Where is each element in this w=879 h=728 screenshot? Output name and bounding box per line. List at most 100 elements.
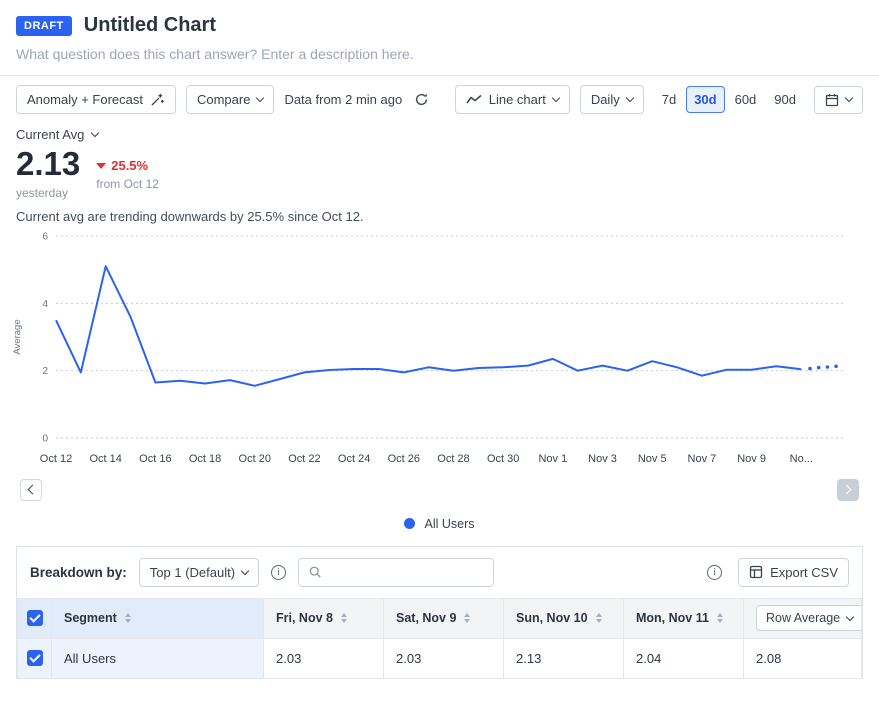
sort-icon[interactable] — [464, 613, 471, 624]
svg-text:Nov 3: Nov 3 — [588, 453, 617, 465]
chevron-down-icon — [256, 93, 265, 103]
info-icon[interactable] — [271, 564, 287, 580]
column-header-2[interactable]: Sat, Nov 9 — [383, 597, 504, 639]
svg-text:Average: Average — [12, 319, 23, 354]
line-chart-svg[interactable]: 0 2 4 6 Oct 12 Oct 14 Oct 16 Oct 18 Oct 20 Oct 22… — [8, 226, 864, 474]
refresh-icon — [416, 93, 428, 106]
chart-type-dropdown[interactable]: Line chart — [454, 85, 570, 114]
pan-left-button[interactable] — [20, 478, 42, 501]
page-title[interactable]: Untitled Chart — [83, 14, 216, 36]
sort-icon[interactable] — [124, 613, 131, 624]
range-button-7d[interactable]: 7d — [654, 86, 684, 113]
range-group: 7d 30d 60d 90d — [654, 86, 804, 113]
chevron-left-icon — [27, 484, 38, 495]
svg-text:Oct 28: Oct 28 — [437, 453, 469, 465]
table-row: All Users 2.03 2.03 2.13 2.04 2.08 — [17, 637, 862, 679]
series-color-dot — [404, 518, 416, 530]
range-button-90d[interactable]: 90d — [766, 86, 804, 113]
sort-icon[interactable] — [340, 613, 347, 624]
svg-text:Oct 20: Oct 20 — [239, 453, 271, 465]
chevron-down-icon — [844, 93, 854, 103]
svg-text:Oct 22: Oct 22 — [288, 453, 320, 465]
breakdown-section: Breakdown by: Top 1 (Default) Export CSV — [16, 545, 863, 679]
svg-text:Oct 12: Oct 12 — [40, 453, 72, 465]
sort-icon[interactable] — [595, 613, 602, 624]
table-body: All Users 2.03 2.03 2.13 2.04 2.08 — [17, 637, 862, 679]
row-average-dropdown[interactable]: Row Average — [756, 605, 861, 632]
toolbar-right: Line chart Daily 7d 30d 60d 90d — [454, 85, 863, 114]
svg-text:No...: No... — [790, 453, 813, 465]
column-header-segment[interactable]: Segment — [51, 597, 264, 639]
svg-text:Nov 5: Nov 5 — [638, 453, 667, 465]
svg-text:Nov 7: Nov 7 — [688, 453, 717, 465]
insight-text: Current avg are trending downwards by 25… — [16, 208, 364, 224]
calendar-icon — [825, 93, 839, 106]
svg-text:Oct 14: Oct 14 — [89, 453, 121, 465]
column-header-4[interactable]: Mon, Nov 11 — [623, 597, 744, 639]
export-csv-button[interactable]: Export CSV — [738, 557, 849, 587]
svg-text:4: 4 — [42, 298, 48, 309]
row-checkbox[interactable] — [26, 650, 43, 667]
description-placeholder[interactable]: What question does this chart answer? En… — [16, 46, 414, 62]
breakdown-label: Breakdown by: — [30, 564, 127, 580]
value-cell: 2.03 — [263, 637, 384, 679]
svg-text:Nov 9: Nov 9 — [737, 453, 766, 465]
compare-dropdown[interactable]: Compare — [185, 85, 275, 114]
legend-item[interactable]: All Users — [404, 516, 475, 531]
chart-editor-page: DRAFT Untitled Chart What question does … — [0, 0, 879, 679]
granularity-dropdown[interactable]: Daily — [579, 85, 644, 114]
chart-area: 0 2 4 6 Oct 12 Oct 14 Oct 16 Oct 18 Oct 20 Oct 22… — [8, 226, 871, 477]
header: DRAFT Untitled Chart What question does … — [0, 0, 879, 62]
svg-text:0: 0 — [42, 433, 48, 444]
export-table-icon — [749, 565, 763, 579]
segment-search[interactable] — [298, 557, 495, 587]
line-chart-icon — [466, 94, 482, 104]
chevron-down-icon — [845, 612, 855, 621]
row-select-cell — [17, 637, 52, 679]
svg-text:Nov 1: Nov 1 — [538, 453, 567, 465]
metric-summary: 2.13 yesterday 25.5% from Oct 12 — [0, 142, 879, 200]
chevron-right-icon — [841, 484, 852, 495]
segment-cell[interactable]: All Users — [51, 637, 264, 679]
anomaly-forecast-button[interactable]: Anomaly + Forecast — [16, 85, 176, 114]
value-cell: 2.13 — [503, 637, 624, 679]
range-button-60d[interactable]: 60d — [727, 86, 765, 113]
breakdown-controls: Breakdown by: Top 1 (Default) Export CSV — [17, 547, 862, 598]
svg-text:6: 6 — [42, 231, 48, 242]
chevron-down-icon — [625, 93, 634, 103]
svg-text:Oct 18: Oct 18 — [189, 453, 221, 465]
segment-search-input[interactable] — [329, 564, 484, 580]
row-average-cell: 2.08 — [743, 637, 862, 679]
search-icon — [309, 566, 321, 578]
svg-text:2: 2 — [42, 366, 48, 377]
forecast-wand-icon — [151, 93, 164, 106]
range-button-30d[interactable]: 30d — [686, 86, 725, 113]
chart-pager — [0, 478, 879, 503]
row-average-header: Row Average — [743, 597, 862, 639]
legend-label: All Users — [424, 516, 475, 531]
select-all-cell — [17, 597, 52, 639]
metric-period: yesterday — [16, 185, 69, 200]
svg-text:Oct 30: Oct 30 — [487, 453, 519, 465]
trend-down-icon — [96, 162, 107, 169]
data-freshness-label: Data from 2 min ago — [284, 92, 403, 107]
trend-percent: 25.5% — [111, 158, 149, 173]
metric-selector-dropdown[interactable]: Current Avg — [0, 123, 114, 142]
column-header-3[interactable]: Sun, Nov 10 — [503, 597, 624, 639]
table-header-row: Segment Fri, Nov 8 Sat, Nov 9 Sun, Nov 10 Mo… — [17, 597, 862, 639]
value-cell: 2.04 — [623, 637, 744, 679]
trend-delta: 25.5% — [96, 158, 159, 173]
metric-value: 2.13 — [16, 145, 81, 182]
refresh-button[interactable] — [412, 90, 431, 109]
breakdown-selector-dropdown[interactable]: Top 1 (Default) — [138, 557, 260, 587]
pan-right-button[interactable] — [837, 478, 859, 501]
sort-icon[interactable] — [716, 613, 723, 624]
select-all-checkbox[interactable] — [26, 610, 43, 627]
toolbar: Anomaly + Forecast Compare Data from 2 m… — [0, 76, 879, 123]
column-header-1[interactable]: Fri, Nov 8 — [263, 597, 384, 639]
value-cell: 2.03 — [383, 637, 504, 679]
info-icon[interactable] — [707, 564, 723, 580]
date-range-picker-button[interactable] — [814, 85, 863, 114]
breakdown-table: Segment Fri, Nov 8 Sat, Nov 9 Sun, Nov 10 Mo… — [17, 597, 862, 679]
svg-text:Oct 16: Oct 16 — [139, 453, 171, 465]
